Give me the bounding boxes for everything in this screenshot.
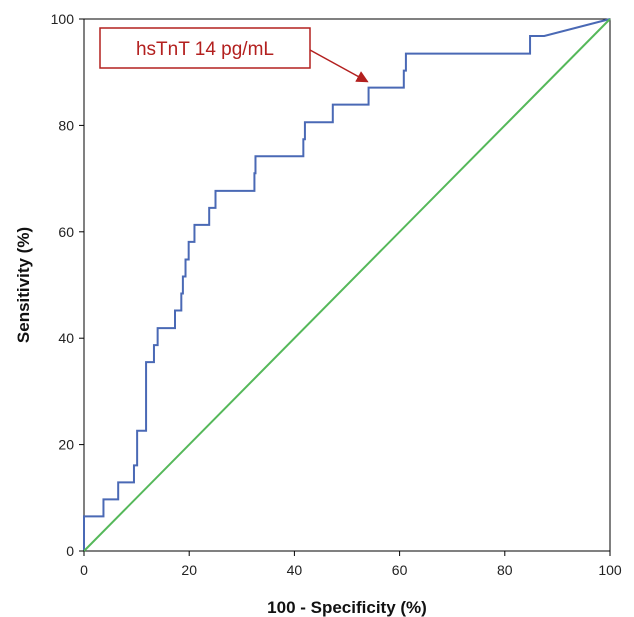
- annotation-label: hsTnT 14 pg/mL: [136, 39, 274, 60]
- y-tick-label: 80: [58, 117, 74, 133]
- annotation-box: [99, 27, 311, 69]
- y-tick-label: 20: [58, 437, 74, 453]
- x-tick-label: 0: [80, 562, 88, 578]
- x-axis-title: 100 - Specificity (%): [267, 598, 427, 617]
- plot-frame: [83, 18, 611, 552]
- x-tick-label: 100: [598, 562, 622, 578]
- y-tick-label: 60: [58, 224, 74, 240]
- x-tick-label: 40: [287, 562, 303, 578]
- reference-diagonal-line: [83, 18, 611, 552]
- y-tick-label: 0: [66, 543, 74, 559]
- annotation-arrow: [309, 49, 369, 83]
- x-tick-label: 80: [497, 562, 513, 578]
- y-tick-label: 40: [58, 330, 74, 346]
- x-tick-label: 60: [392, 562, 408, 578]
- y-tick-label: 100: [51, 11, 75, 27]
- roc-curve-line: [83, 18, 611, 551]
- x-tick-label: 20: [181, 562, 197, 578]
- y-axis-title: Sensitivity (%): [14, 227, 33, 343]
